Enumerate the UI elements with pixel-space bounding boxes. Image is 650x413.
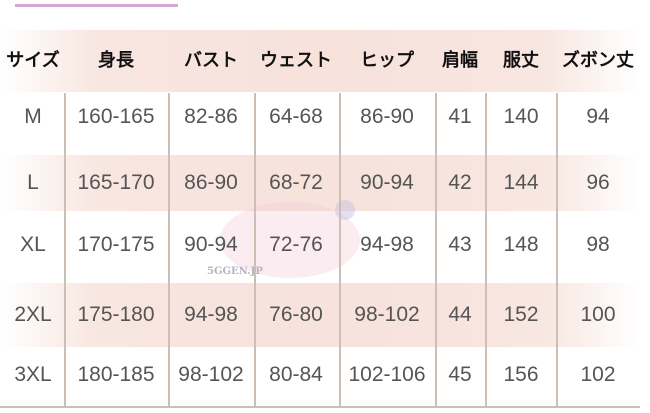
column-divider [254, 93, 256, 407]
cell-hip: 98-102 [354, 303, 420, 326]
cell-bust: 90-94 [184, 233, 238, 256]
header-waist: ウェスト [260, 50, 332, 71]
column-divider [168, 93, 170, 407]
header-shoulder: 肩幅 [442, 50, 478, 71]
cell-shoulder: 44 [448, 303, 472, 326]
column-divider [556, 93, 558, 407]
accent-line [15, 4, 178, 7]
header-row: サイズ 身長 バスト ウェスト ヒップ 肩幅 服丈 ズボン丈 [0, 49, 650, 73]
cell-pants-length: 102 [580, 363, 616, 386]
header-hip: ヒップ [360, 50, 414, 71]
cell-waist: 64-68 [269, 105, 323, 128]
cell-size: L [27, 171, 39, 194]
cell-waist: 76-80 [269, 303, 323, 326]
cell-hip: 86-90 [360, 105, 414, 128]
cell-pants-length: 98 [586, 233, 610, 256]
cell-waist: 80-84 [269, 363, 323, 386]
cell-length: 156 [503, 363, 539, 386]
table-row: M 160-165 82-86 64-68 86-90 41 140 94 [0, 105, 650, 129]
column-divider [64, 93, 66, 407]
column-divider [339, 93, 341, 407]
watermark-text: 5GGEN.JP [207, 266, 263, 277]
header-pants-length: ズボン丈 [562, 50, 634, 71]
column-divider [485, 93, 487, 407]
cell-length: 144 [503, 171, 539, 194]
cell-size: 3XL [14, 363, 52, 386]
table-row: XL 170-175 90-94 72-76 94-98 43 148 98 [0, 233, 650, 257]
row-band-l [0, 155, 640, 211]
cell-length: 148 [503, 233, 539, 256]
table-row: L 165-170 86-90 68-72 90-94 42 144 96 [0, 171, 650, 195]
table-row: 3XL 180-185 98-102 80-84 102-106 45 156 102 [0, 363, 650, 387]
cell-size: XL [20, 233, 46, 256]
cell-pants-length: 100 [580, 303, 616, 326]
row-band-2xl [0, 283, 640, 347]
cell-bust: 86-90 [184, 171, 238, 194]
cell-bust: 98-102 [178, 363, 244, 386]
cell-length: 152 [503, 303, 539, 326]
column-divider [435, 93, 437, 407]
header-bust: バスト [184, 50, 238, 71]
header-height: 身長 [98, 50, 134, 71]
cell-size: M [24, 105, 42, 128]
cell-height: 175-180 [77, 303, 155, 326]
header-length: 服丈 [503, 50, 539, 71]
cell-shoulder: 41 [448, 105, 472, 128]
cell-shoulder: 42 [448, 171, 472, 194]
cell-length: 140 [503, 105, 539, 128]
header-size: サイズ [6, 50, 60, 71]
cell-waist: 72-76 [269, 233, 323, 256]
cell-bust: 94-98 [184, 303, 238, 326]
cell-height: 180-185 [77, 363, 155, 386]
cell-hip: 90-94 [360, 171, 414, 194]
cell-shoulder: 45 [448, 363, 472, 386]
cell-height: 165-170 [77, 171, 155, 194]
table-row: 2XL 175-180 94-98 76-80 98-102 44 152 100 [0, 303, 650, 327]
cell-bust: 82-86 [184, 105, 238, 128]
cell-shoulder: 43 [448, 233, 472, 256]
cell-pants-length: 96 [586, 171, 610, 194]
cell-hip: 102-106 [348, 363, 426, 386]
cell-waist: 68-72 [269, 171, 323, 194]
header-band [0, 30, 640, 92]
table-bottom-border [0, 406, 640, 408]
cell-height: 160-165 [77, 105, 155, 128]
cell-hip: 94-98 [360, 233, 414, 256]
cell-size: 2XL [14, 303, 52, 326]
cell-pants-length: 94 [586, 105, 610, 128]
cell-height: 170-175 [77, 233, 155, 256]
